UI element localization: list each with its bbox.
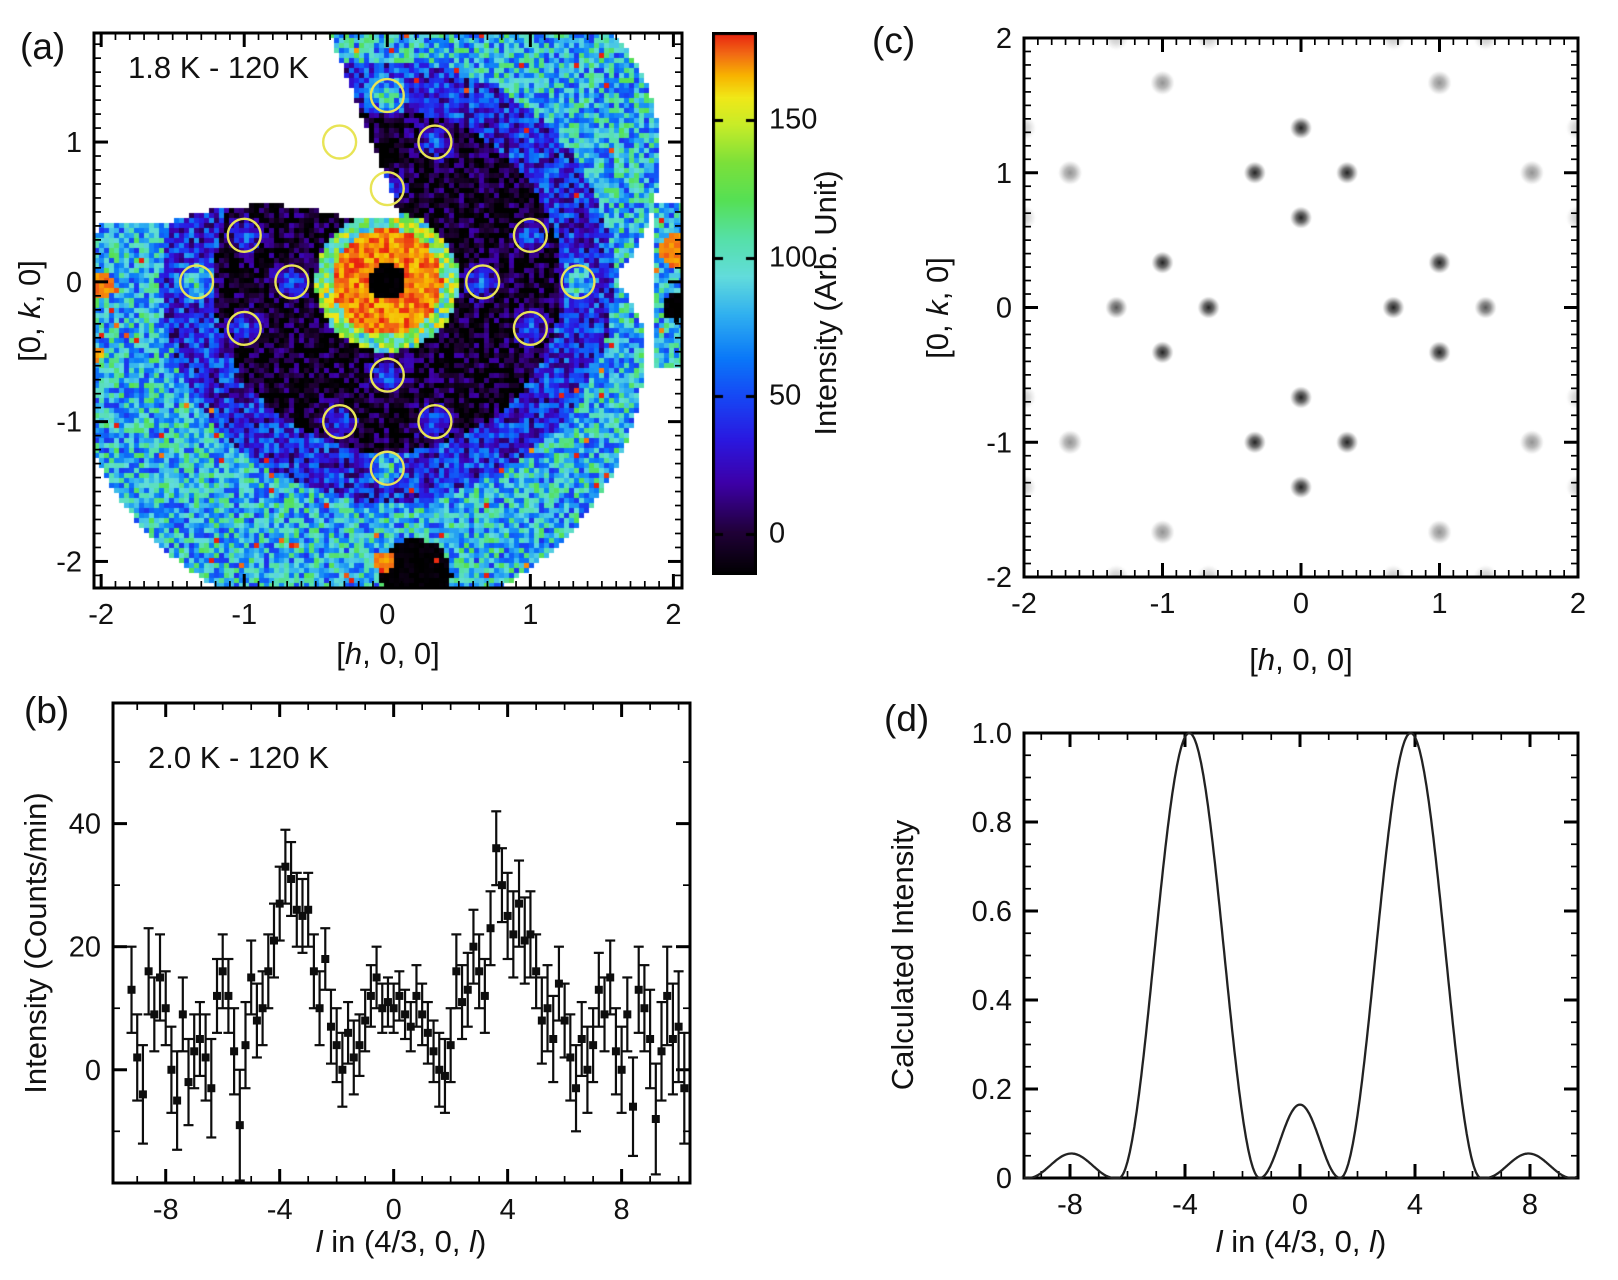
svg-text:-1: -1 (1150, 588, 1176, 620)
colorbar-tick-100: 100 (769, 241, 818, 274)
svg-text:-4: -4 (267, 1194, 293, 1226)
svg-text:1.0: 1.0 (972, 718, 1012, 750)
panel-label-d: (d) (884, 698, 930, 739)
svg-text:8: 8 (1522, 1189, 1538, 1221)
svg-text:1: 1 (66, 127, 82, 159)
panel-label-c: (c) (872, 20, 916, 61)
simulation-canvas-panel-c (1024, 38, 1578, 577)
svg-text:-2: -2 (56, 546, 82, 578)
x-axis-label-d: l in (4/3, 0, l) (1215, 1224, 1387, 1259)
svg-text:-1: -1 (231, 599, 257, 631)
svg-text:0: 0 (996, 1163, 1012, 1195)
x-axis-label-b: l in (4/3, 0, l) (315, 1224, 487, 1259)
panel-label-b: (b) (24, 690, 70, 731)
svg-text:0.8: 0.8 (972, 807, 1012, 839)
panel-label-a: (a) (20, 26, 66, 67)
y-axis-label-c: [0, k, 0] (920, 257, 955, 359)
y-axis-label-d: Calculated Intensity (885, 819, 920, 1091)
axes-panel-c: -2 -1 0 1 2 -2 -1 0 1 2 (986, 23, 1586, 620)
svg-text:2: 2 (996, 23, 1012, 55)
errorbar-series (126, 810, 690, 1182)
axes-panel-a: -2 -1 0 1 2 -2 -1 0 1 (56, 31, 684, 631)
svg-text:-1: -1 (986, 427, 1012, 459)
y-axis-label-a: [0, k, 0] (12, 260, 47, 362)
svg-text:0: 0 (1292, 1189, 1308, 1221)
svg-text:0: 0 (85, 1055, 101, 1087)
svg-text:0: 0 (386, 1194, 402, 1226)
svg-text:-2: -2 (1011, 588, 1037, 620)
svg-text:0.2: 0.2 (972, 1074, 1012, 1106)
calculated-intensity-curve (1023, 731, 1578, 1180)
svg-text:0: 0 (1293, 588, 1309, 620)
colorbar-title: Intensity (Arb. Unit) (808, 170, 843, 436)
svg-text:-1: -1 (56, 407, 82, 439)
svg-text:4: 4 (500, 1194, 516, 1226)
svg-text:0.4: 0.4 (972, 985, 1012, 1017)
axes-panel-b: -8 -4 0 4 8 0 20 40 (69, 701, 692, 1226)
x-axis-label-a: [h, 0, 0] (336, 636, 440, 671)
x-axis-label-c: [h, 0, 0] (1249, 642, 1353, 677)
axes-panel-d: -8 -4 0 4 8 0 0.2 0.4 0.6 0.8 1.0 (972, 718, 1580, 1221)
satellite-circle-annotations (178, 77, 596, 486)
colorbar-tick-50: 50 (769, 379, 802, 412)
svg-text:-4: -4 (1172, 1189, 1198, 1221)
heatmap-canvas-panel-a (94, 33, 682, 588)
colorbar-tick-0: 0 (769, 517, 786, 550)
svg-text:40: 40 (69, 809, 101, 841)
svg-text:20: 20 (69, 932, 101, 964)
svg-text:1: 1 (522, 599, 538, 631)
svg-text:-2: -2 (88, 599, 114, 631)
colorbar-tick-150: 150 (769, 103, 818, 136)
svg-text:0.6: 0.6 (972, 896, 1012, 928)
svg-text:8: 8 (614, 1194, 630, 1226)
svg-text:2: 2 (1570, 588, 1586, 620)
svg-text:-8: -8 (153, 1194, 179, 1226)
svg-text:0: 0 (996, 293, 1012, 325)
annotation-temperature-b: 2.0 K - 120 K (148, 740, 329, 775)
svg-text:0: 0 (66, 267, 82, 299)
annotation-temperature-a: 1.8 K - 120 K (128, 50, 309, 85)
colorbar-canvas (712, 32, 757, 575)
svg-text:0: 0 (379, 599, 395, 631)
svg-text:1: 1 (1431, 588, 1447, 620)
svg-text:1: 1 (996, 158, 1012, 190)
svg-text:2: 2 (665, 599, 681, 631)
svg-text:4: 4 (1407, 1189, 1423, 1221)
svg-text:-8: -8 (1057, 1189, 1083, 1221)
svg-text:-2: -2 (986, 562, 1012, 594)
y-axis-label-b: Intensity (Counts/min) (18, 792, 53, 1094)
